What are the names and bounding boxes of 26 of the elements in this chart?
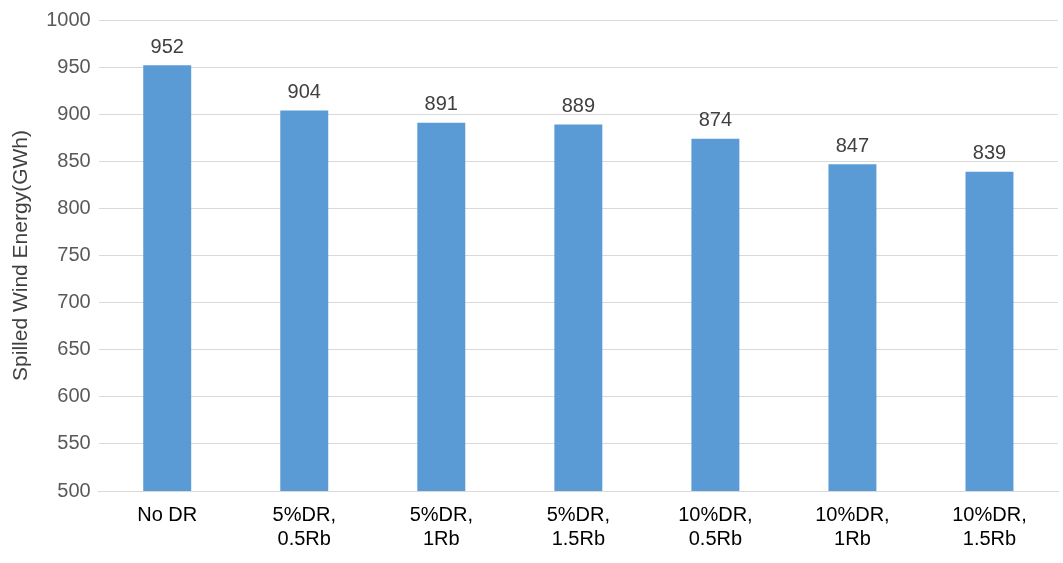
y-tick-label: 800 xyxy=(57,195,91,218)
y-tick-label: 650 xyxy=(57,337,91,360)
x-tick-label: 5%DR, 1.5Rb xyxy=(546,502,611,549)
y-tick-label: 500 xyxy=(57,478,91,501)
data-label: 952 xyxy=(150,34,184,57)
data-label: 874 xyxy=(698,108,733,131)
y-tick-label: 700 xyxy=(57,290,91,313)
x-tick-label: 5%DR, 1Rb xyxy=(409,502,473,549)
x-tick-label: 5%DR, 0.5Rb xyxy=(272,502,336,549)
x-tick-label: No DR xyxy=(137,502,198,525)
y-tick-label: 600 xyxy=(57,384,91,407)
x-tick-label: 10%DR, 0.5Rb xyxy=(678,502,753,549)
data-label: 889 xyxy=(561,94,596,117)
y-tick-label: 1000 xyxy=(46,7,91,30)
data-label: 847 xyxy=(835,133,870,156)
data-label: 904 xyxy=(287,79,321,102)
y-tick-label: 850 xyxy=(57,148,91,171)
y-axis-title: Spilled Wind Energy(GWh) xyxy=(8,130,32,381)
x-tick-label: 10%DR, 1.5Rb xyxy=(952,502,1027,549)
y-tick-label: 750 xyxy=(57,243,91,266)
y-tick-label: 900 xyxy=(57,101,91,124)
data-label: 839 xyxy=(972,141,1007,164)
x-tick-label: 10%DR, 1Rb xyxy=(815,502,890,549)
data-label: 891 xyxy=(424,92,458,115)
y-tick-label: 950 xyxy=(57,54,91,77)
y-tick-label: 550 xyxy=(57,431,91,454)
